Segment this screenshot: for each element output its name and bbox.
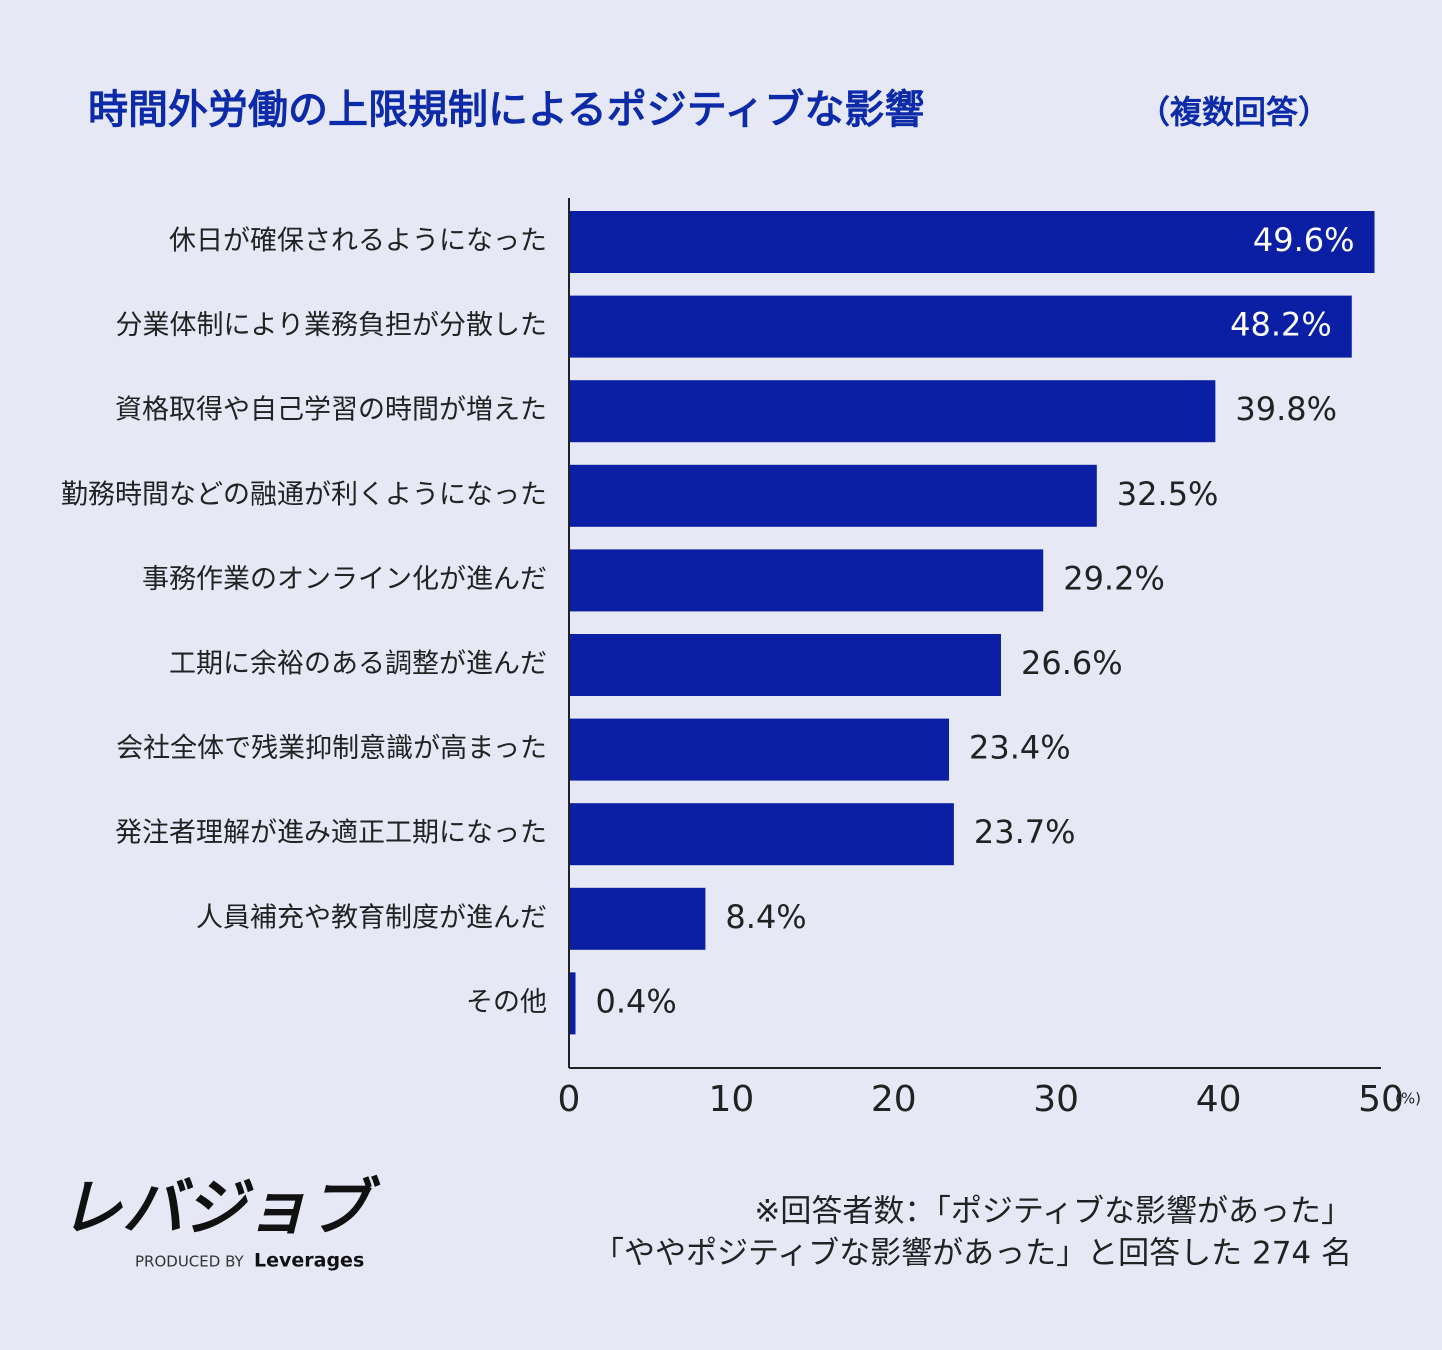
x-axis-unit: (%) bbox=[1395, 1090, 1421, 1108]
value-label: 32.5% bbox=[1117, 475, 1219, 513]
value-label: 48.2% bbox=[1230, 306, 1332, 344]
value-label: 23.4% bbox=[969, 729, 1071, 767]
bar bbox=[569, 549, 1044, 612]
bar bbox=[569, 972, 576, 1035]
y-tick-label: 分業体制により業務負担が分散した bbox=[116, 310, 547, 341]
y-tick-label: 会社全体で残業抑制意識が高まった bbox=[116, 733, 547, 764]
x-tick-label: 20 bbox=[871, 1079, 917, 1120]
x-tick-label: 10 bbox=[708, 1079, 754, 1120]
chart-subtitle: （複数回答） bbox=[1138, 93, 1330, 131]
y-tick-label: 人員補充や教育制度が進んだ bbox=[196, 902, 547, 933]
chart-title: 時間外労働の上限規制によるポジティブな影響 bbox=[88, 87, 924, 133]
y-tick-label: 休日が確保されるようになった bbox=[169, 226, 547, 257]
bar bbox=[569, 718, 950, 781]
y-tick-label: その他 bbox=[466, 987, 547, 1018]
y-tick-label: 事務作業のオンライン化が進んだ bbox=[142, 564, 547, 595]
y-tick-label: 工期に余裕のある調整が進んだ bbox=[169, 649, 547, 680]
y-tick-label: 資格取得や自己学習の時間が増えた bbox=[115, 395, 547, 426]
value-label: 0.4% bbox=[595, 982, 676, 1020]
bar bbox=[569, 803, 954, 866]
note-line: ※回答者数：「ポジティブな影響があった」 bbox=[754, 1194, 1352, 1230]
logo-name: レバジョブ bbox=[60, 1171, 381, 1244]
bar bbox=[569, 887, 706, 950]
bar bbox=[569, 634, 1001, 696]
bar bbox=[569, 380, 1216, 443]
x-tick-label: 30 bbox=[1033, 1079, 1079, 1120]
logo-produced-by: PRODUCED BY bbox=[135, 1253, 245, 1271]
value-label: 23.7% bbox=[974, 813, 1076, 851]
logo-brand: Leverages bbox=[254, 1250, 364, 1272]
x-tick-label: 40 bbox=[1196, 1079, 1242, 1120]
bar bbox=[569, 464, 1097, 527]
value-label: 8.4% bbox=[725, 898, 806, 936]
y-tick-label: 勤務時間などの融通が利くようになった bbox=[61, 479, 547, 510]
y-tick-label: 発注者理解が進み適正工期になった bbox=[115, 818, 547, 849]
x-tick-label: 0 bbox=[558, 1079, 581, 1120]
x-tick-label: 50 bbox=[1358, 1079, 1404, 1120]
value-label: 26.6% bbox=[1021, 644, 1123, 682]
bar bbox=[569, 295, 1352, 358]
value-label: 49.6% bbox=[1253, 221, 1355, 259]
value-label: 39.8% bbox=[1235, 390, 1337, 428]
bar bbox=[569, 211, 1375, 273]
note-line: 「ややポジティブな影響があった」と回答した 274 名 bbox=[593, 1236, 1352, 1272]
value-label: 29.2% bbox=[1063, 559, 1165, 597]
